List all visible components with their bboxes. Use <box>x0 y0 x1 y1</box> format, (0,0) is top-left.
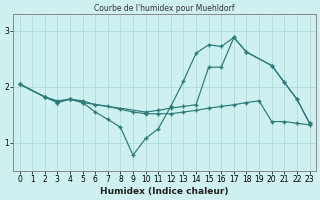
Title: Courbe de l'humidex pour Muehldorf: Courbe de l'humidex pour Muehldorf <box>94 4 235 13</box>
X-axis label: Humidex (Indice chaleur): Humidex (Indice chaleur) <box>100 187 229 196</box>
